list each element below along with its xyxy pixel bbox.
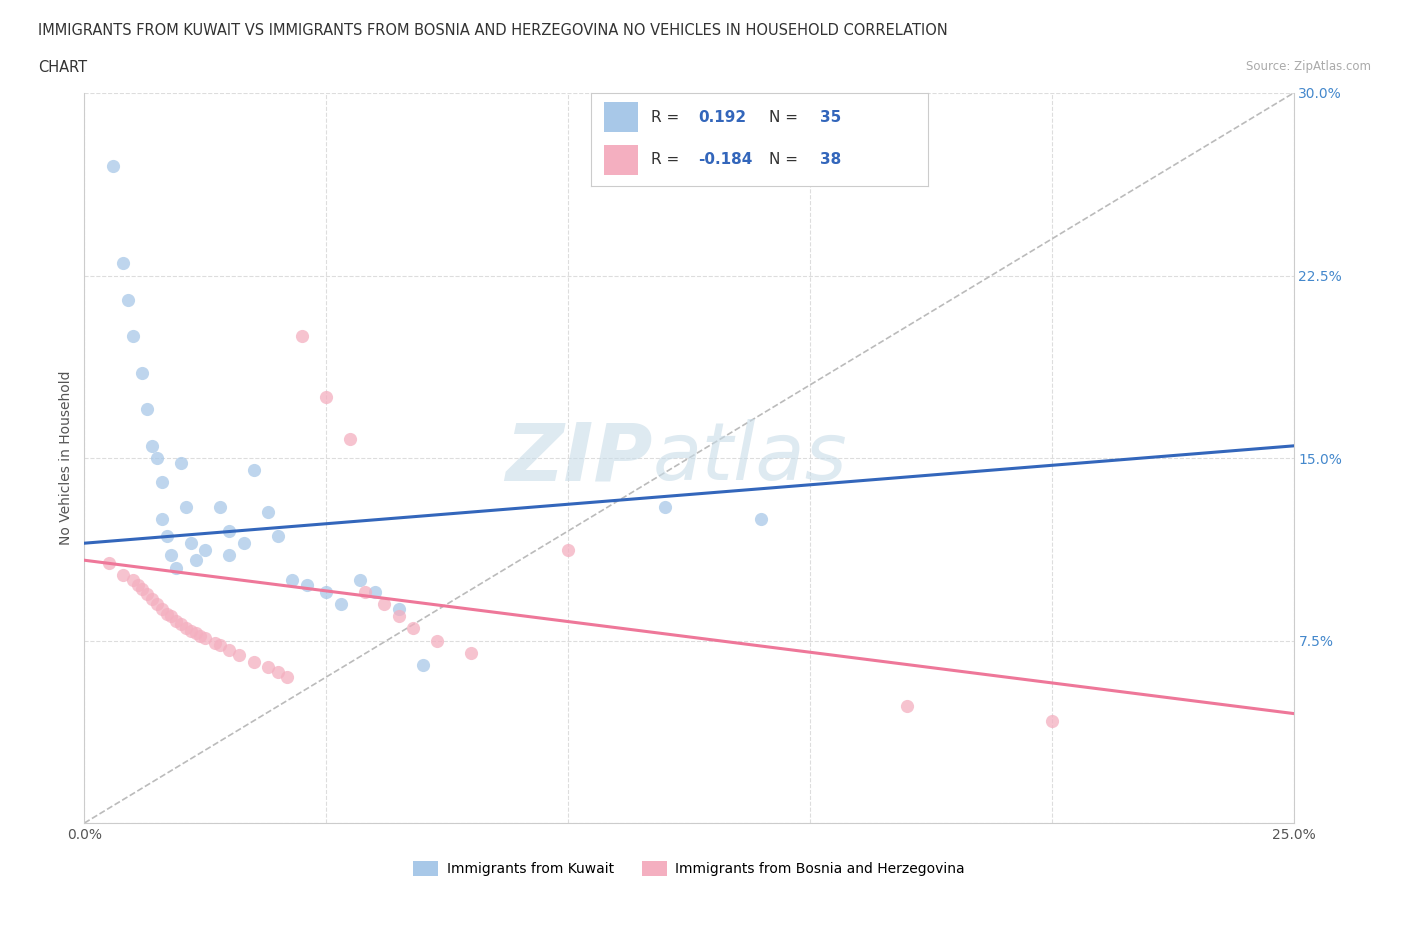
Point bbox=[121, 572, 143, 587]
Point bbox=[460, 645, 482, 660]
Point bbox=[208, 499, 231, 514]
Point bbox=[339, 432, 361, 446]
Point bbox=[218, 548, 240, 563]
Point bbox=[242, 655, 264, 670]
Point bbox=[155, 528, 177, 543]
Point bbox=[426, 633, 449, 648]
Point bbox=[160, 609, 183, 624]
Point bbox=[190, 629, 212, 644]
Text: -0.184: -0.184 bbox=[699, 153, 752, 167]
Point bbox=[180, 623, 202, 638]
Point bbox=[204, 635, 226, 650]
Point bbox=[112, 256, 135, 271]
Text: R =: R = bbox=[651, 153, 685, 167]
Text: N =: N = bbox=[769, 110, 803, 125]
Point bbox=[150, 475, 173, 490]
Point bbox=[184, 626, 207, 641]
Point bbox=[218, 643, 240, 658]
Text: Source: ZipAtlas.com: Source: ZipAtlas.com bbox=[1246, 60, 1371, 73]
Point bbox=[281, 572, 304, 587]
Point bbox=[291, 329, 314, 344]
Point bbox=[349, 572, 371, 587]
Point bbox=[117, 292, 139, 307]
Point bbox=[127, 578, 149, 592]
Point bbox=[295, 578, 318, 592]
Point bbox=[180, 536, 202, 551]
Point bbox=[194, 543, 217, 558]
Point bbox=[276, 670, 298, 684]
Point bbox=[267, 528, 290, 543]
Point bbox=[412, 658, 434, 672]
FancyBboxPatch shape bbox=[605, 145, 638, 175]
Point bbox=[141, 591, 163, 606]
Legend: Immigrants from Kuwait, Immigrants from Bosnia and Herzegovina: Immigrants from Kuwait, Immigrants from … bbox=[408, 856, 970, 882]
Text: 38: 38 bbox=[820, 153, 841, 167]
Point bbox=[354, 584, 377, 599]
Point bbox=[208, 638, 231, 653]
Point bbox=[141, 438, 163, 453]
Text: R =: R = bbox=[651, 110, 685, 125]
FancyBboxPatch shape bbox=[605, 102, 638, 132]
Text: IMMIGRANTS FROM KUWAIT VS IMMIGRANTS FROM BOSNIA AND HERZEGOVINA NO VEHICLES IN : IMMIGRANTS FROM KUWAIT VS IMMIGRANTS FRO… bbox=[38, 23, 948, 38]
Text: N =: N = bbox=[769, 153, 803, 167]
Point bbox=[112, 567, 135, 582]
Point bbox=[97, 555, 120, 570]
Point bbox=[218, 524, 240, 538]
Point bbox=[402, 621, 425, 636]
Point bbox=[103, 158, 125, 173]
Point bbox=[150, 512, 173, 526]
Point bbox=[174, 621, 197, 636]
Point bbox=[315, 390, 337, 405]
Point bbox=[896, 698, 918, 713]
Point bbox=[165, 614, 187, 629]
Point bbox=[315, 584, 337, 599]
Point bbox=[228, 647, 250, 662]
Point bbox=[131, 582, 153, 597]
Point bbox=[1040, 713, 1063, 728]
Point bbox=[160, 548, 183, 563]
Point bbox=[194, 631, 217, 645]
Point bbox=[388, 602, 411, 617]
Text: ZIP: ZIP bbox=[505, 419, 652, 497]
Point bbox=[233, 536, 256, 551]
Point bbox=[155, 606, 177, 621]
Point bbox=[242, 463, 264, 478]
Point bbox=[146, 451, 169, 466]
Point bbox=[136, 587, 159, 602]
Text: 35: 35 bbox=[820, 110, 841, 125]
Point bbox=[174, 499, 197, 514]
Point bbox=[257, 504, 280, 519]
Y-axis label: No Vehicles in Household: No Vehicles in Household bbox=[59, 371, 73, 545]
Text: CHART: CHART bbox=[38, 60, 87, 75]
Point bbox=[751, 512, 773, 526]
Point bbox=[257, 660, 280, 675]
Point bbox=[165, 560, 187, 575]
Text: atlas: atlas bbox=[652, 419, 848, 497]
Point bbox=[363, 584, 385, 599]
Point bbox=[388, 609, 411, 624]
Point bbox=[136, 402, 159, 417]
Point bbox=[150, 602, 173, 617]
Point bbox=[557, 543, 579, 558]
Point bbox=[267, 665, 290, 680]
Point bbox=[654, 499, 676, 514]
Point bbox=[329, 597, 352, 612]
Point bbox=[121, 329, 143, 344]
Point bbox=[131, 365, 153, 380]
Point bbox=[170, 616, 193, 631]
Point bbox=[170, 456, 193, 471]
Text: 0.192: 0.192 bbox=[699, 110, 747, 125]
Point bbox=[146, 597, 169, 612]
Point bbox=[373, 597, 395, 612]
Point bbox=[184, 552, 207, 567]
